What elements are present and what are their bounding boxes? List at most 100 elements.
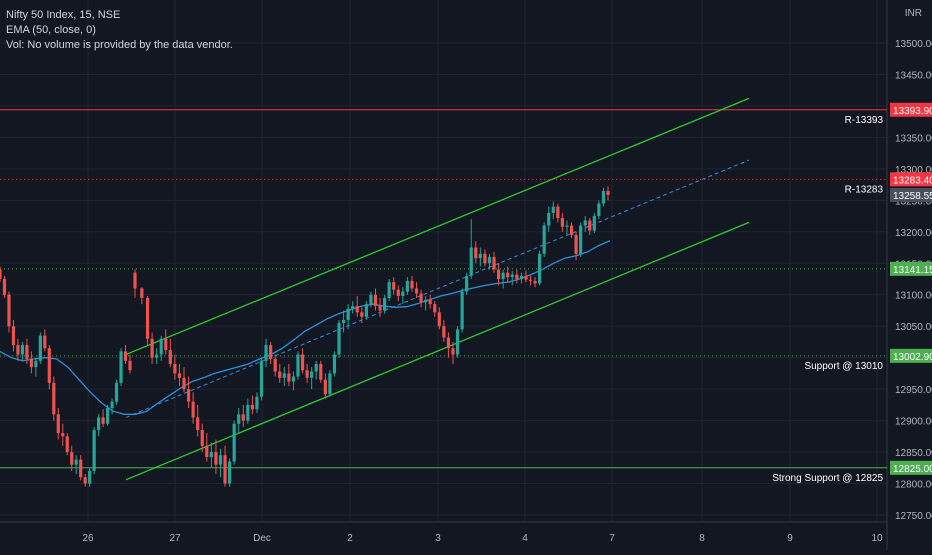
candle-body: [446, 337, 451, 349]
level-price-box: [890, 348, 932, 363]
candle-body: [246, 404, 250, 421]
candle-body: [474, 247, 478, 259]
candle-body: [232, 423, 236, 462]
level-price-box: [890, 261, 932, 276]
level-price-box: [890, 172, 932, 187]
candle-body: [70, 452, 74, 465]
candle-body: [205, 445, 209, 458]
candle-body: [341, 319, 346, 324]
candles-group: [0, 186, 610, 487]
channel-lower-line: [125, 221, 750, 481]
candle-body: [433, 304, 437, 313]
level-price-box: [890, 102, 932, 117]
candle-body: [0, 269, 2, 279]
candle-body: [496, 269, 501, 279]
candle-body: [501, 272, 505, 279]
level-price-label: 12825.00: [893, 464, 932, 475]
price-tick-label: 12900.00: [895, 417, 932, 428]
candle-body: [287, 373, 291, 382]
candle-body: [291, 376, 296, 382]
price-tick-label: 12800.00: [895, 480, 932, 491]
candle-body: [237, 414, 241, 424]
candle-body: [392, 282, 396, 290]
candle-body: [164, 338, 168, 351]
candle-body: [273, 358, 277, 372]
candle-body: [369, 294, 373, 305]
level-price-label: 13283.40: [893, 175, 932, 186]
candle-body: [52, 382, 56, 415]
level-price-box: [890, 460, 932, 475]
channel-mid-line: [125, 159, 750, 418]
time-tick-label: 4: [522, 533, 528, 544]
candle-body: [542, 225, 546, 254]
candle-body: [79, 459, 83, 478]
candle-body: [83, 477, 87, 484]
candle-body: [551, 206, 555, 213]
time-tick-label: 7: [609, 533, 615, 544]
candle-body: [259, 360, 264, 397]
candle-body: [314, 363, 318, 372]
candle-body: [177, 373, 182, 378]
candle-body: [515, 274, 519, 279]
price-tick-label: 13050.00: [895, 322, 932, 333]
last-price-label: 13258.55: [893, 191, 932, 202]
candle-body: [583, 220, 587, 226]
candle-body: [519, 275, 523, 279]
candle-body: [140, 288, 144, 298]
candle-body: [200, 430, 204, 446]
candle-body: [460, 291, 464, 330]
candle-body: [47, 348, 51, 383]
candle-body: [487, 256, 492, 264]
candle-body: [451, 348, 455, 355]
candle-body: [182, 377, 186, 390]
candle-body: [606, 190, 610, 195]
candle-body: [360, 312, 364, 317]
candle-body: [241, 414, 245, 421]
candle-body: [74, 459, 78, 465]
candle-body: [332, 354, 337, 374]
candle-body: [437, 312, 441, 327]
candle-body: [478, 253, 482, 259]
candle-body: [387, 282, 391, 298]
price-tick-label: 13500.00: [895, 39, 932, 50]
candle-body: [2, 279, 7, 295]
candle-body: [105, 408, 110, 424]
candle-body: [29, 358, 33, 368]
candle-body: [168, 350, 172, 364]
candle-body: [405, 280, 410, 292]
candle-body: [11, 326, 16, 346]
candle-body: [538, 253, 542, 284]
candle-body: [159, 338, 163, 355]
candle-body: [574, 234, 578, 254]
candle-body: [305, 370, 309, 378]
price-tick-label: 12750.00: [895, 511, 932, 522]
candle-body: [337, 323, 341, 355]
candle-body: [565, 225, 569, 227]
candle-body: [34, 360, 38, 368]
candle-body: [223, 455, 227, 484]
volume-indicator-label: Vol: No volume is provided by the data v…: [6, 39, 233, 51]
candle-body: [469, 247, 473, 276]
candle-body: [196, 417, 200, 431]
candle-body: [88, 470, 92, 484]
candle-body: [351, 306, 355, 309]
symbol-title: Nifty 50 Index, 15, NSE: [6, 9, 121, 21]
price-tick-label: 13300.00: [895, 165, 932, 176]
time-tick-label: 9: [787, 533, 793, 544]
price-tick-label: 13200.00: [895, 228, 932, 239]
candle-body: [119, 351, 123, 383]
candle-body: [43, 335, 47, 349]
level-price-label: 13002.90: [893, 352, 932, 363]
candle-body: [442, 326, 446, 338]
candle-body: [228, 461, 232, 484]
candle-body: [401, 291, 405, 296]
candle-body: [373, 294, 378, 307]
candle-body: [97, 417, 101, 431]
candle-body: [569, 225, 574, 235]
candle-body: [510, 274, 514, 278]
candle-body: [250, 404, 254, 410]
candle-body: [556, 206, 560, 218]
